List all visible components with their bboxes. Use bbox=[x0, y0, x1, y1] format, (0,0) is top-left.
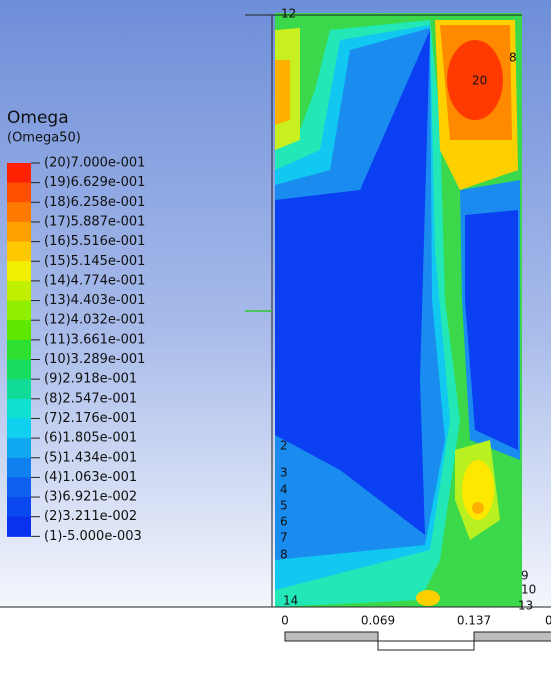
legend-subtitle: (Omega50) bbox=[7, 131, 81, 146]
scale-label: 0. bbox=[545, 614, 551, 628]
legend-swatch bbox=[7, 339, 31, 360]
legend-label: (14)4.774e-001 bbox=[44, 273, 145, 288]
legend-label: (6)1.805e-001 bbox=[44, 431, 137, 446]
legend-swatch bbox=[7, 418, 31, 439]
scale-label: 0 bbox=[281, 614, 289, 628]
legend-label: (15)5.145e-001 bbox=[44, 254, 145, 269]
contour-label: 13 bbox=[518, 599, 533, 613]
contour-label: 2 bbox=[280, 439, 288, 453]
legend-label: (9)2.918e-001 bbox=[44, 372, 137, 387]
contour-label: 10 bbox=[521, 583, 536, 597]
legend-label: (10)3.289e-001 bbox=[44, 352, 145, 367]
legend-swatch bbox=[7, 182, 31, 203]
contour-label: 5 bbox=[280, 499, 288, 513]
legend-swatch bbox=[7, 241, 31, 262]
legend-title: Omega bbox=[7, 108, 69, 128]
scale-label: 0.137 bbox=[457, 614, 491, 628]
contour-label: 8 bbox=[509, 51, 517, 65]
legend-label: (1)-5.000e-003 bbox=[44, 529, 142, 544]
legend-swatch bbox=[7, 221, 31, 243]
legend-label: (11)3.661e-001 bbox=[44, 332, 145, 347]
legend-swatch bbox=[7, 280, 31, 302]
contour-field bbox=[275, 13, 522, 607]
legend: (20)7.000e-001 (19)6.629e-001 (18)6.258e-0… bbox=[7, 156, 145, 544]
legend-swatch bbox=[7, 202, 31, 223]
legend-label: (13)4.403e-001 bbox=[44, 293, 145, 308]
contour-labels: 12 20 8 2 3 4 5 6 7 8 9 10 13 14 bbox=[280, 7, 536, 613]
legend-label: (17)5.887e-001 bbox=[44, 214, 145, 229]
contour-label: 7 bbox=[280, 531, 288, 545]
scale-label: 0.069 bbox=[361, 614, 395, 628]
legend-swatch bbox=[7, 438, 31, 459]
contour-label: 14 bbox=[283, 594, 298, 608]
contour-label: 3 bbox=[280, 466, 288, 480]
legend-swatch bbox=[7, 300, 31, 321]
contour-label: 9 bbox=[521, 569, 529, 583]
legend-swatch bbox=[7, 261, 31, 282]
contour-label: 12 bbox=[281, 7, 296, 21]
legend-label: (7)2.176e-001 bbox=[44, 411, 137, 426]
legend-swatch bbox=[7, 477, 31, 498]
legend-swatch bbox=[7, 320, 31, 341]
legend-swatch bbox=[7, 398, 31, 419]
legend-label: (19)6.629e-001 bbox=[44, 175, 145, 190]
legend-label: (4)1.063e-001 bbox=[44, 470, 137, 485]
legend-label: (16)5.516e-001 bbox=[44, 234, 145, 249]
legend-swatch bbox=[7, 379, 31, 400]
legend-swatch bbox=[7, 457, 31, 478]
contour-label: 6 bbox=[280, 515, 288, 529]
legend-swatch bbox=[7, 497, 31, 518]
contour-label: 20 bbox=[472, 74, 487, 88]
contour-label: 8 bbox=[280, 548, 288, 562]
legend-label: (20)7.000e-001 bbox=[44, 156, 145, 171]
contour-label: 4 bbox=[280, 483, 288, 497]
legend-label: (12)4.032e-001 bbox=[44, 313, 145, 328]
legend-swatch bbox=[7, 163, 31, 184]
legend-swatch bbox=[7, 516, 31, 537]
legend-swatch bbox=[7, 359, 31, 380]
legend-label: (3)6.921e-002 bbox=[44, 490, 137, 505]
legend-label: (18)6.258e-001 bbox=[44, 195, 145, 210]
legend-label: (5)1.434e-001 bbox=[44, 450, 137, 465]
legend-label: (2)3.211e-002 bbox=[44, 509, 137, 524]
legend-label: (8)2.547e-001 bbox=[44, 391, 137, 406]
scale-bar: 0 0.069 0.137 0. bbox=[281, 614, 551, 651]
